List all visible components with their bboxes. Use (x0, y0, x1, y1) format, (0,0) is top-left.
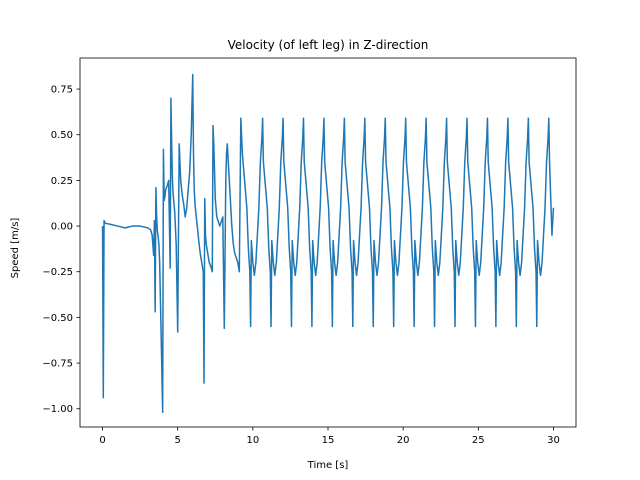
series-line-0 (101, 73, 555, 414)
x-tick-label: 15 (322, 435, 335, 446)
x-tick-label: 20 (397, 435, 410, 446)
x-tick-label: 10 (246, 435, 259, 446)
chart-title: Velocity (of left leg) in Z-direction (228, 38, 429, 52)
y-axis-label: Speed [m/s] (10, 218, 21, 279)
x-tick-label: 5 (175, 435, 181, 446)
plot-area: 0 5 10 15 20 25 30 0.75 0.50 0.25 0.00 −0.25 −0.50 −0… (42, 57, 577, 446)
x-tick-label: 30 (547, 435, 560, 446)
x-tick-label: 25 (472, 435, 485, 446)
y-tick-label: −0.25 (42, 267, 73, 278)
y-tick-label: 0.50 (51, 130, 73, 141)
y-tick-label: −0.75 (42, 359, 73, 370)
y-tick-label: 0.00 (51, 222, 73, 233)
y-tick-label: −0.50 (42, 313, 73, 324)
y-tick-label: 0.25 (51, 176, 73, 187)
y-tick-label: −1.00 (42, 404, 73, 415)
x-tick-label: 0 (99, 435, 105, 446)
x-axis-label: Time [s] (307, 460, 349, 471)
y-tick-label: 0.75 (51, 85, 73, 96)
